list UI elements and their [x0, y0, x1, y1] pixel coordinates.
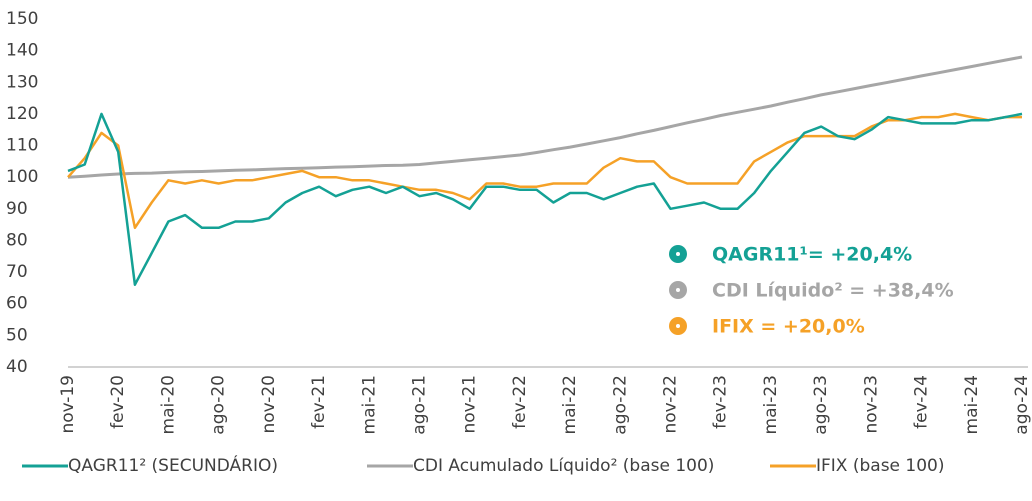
y-tick-label: 110 — [6, 136, 38, 156]
annotation: IFIX = +20,0% — [712, 316, 865, 338]
x-tick-label: nov-22 — [661, 375, 681, 434]
annotation: QAGR11¹= +20,4% — [712, 244, 912, 266]
x-tick-label: nov-19 — [58, 375, 78, 434]
y-tick-label: 130 — [6, 72, 38, 92]
x-tick-label: ago-20 — [209, 375, 229, 435]
x-tick-label: ago-23 — [811, 375, 831, 435]
x-tick-label: mai-22 — [560, 375, 580, 434]
series-line — [67, 112, 1023, 286]
y-tick-label: 60 — [6, 294, 28, 314]
x-tick-label: ago-21 — [409, 375, 429, 435]
x-tick-label: ago-22 — [610, 375, 630, 435]
y-tick-label: 50 — [6, 325, 28, 345]
series-line — [67, 55, 1023, 179]
legend-label: IFIX (base 100) — [816, 456, 945, 476]
y-tick-label: 80 — [6, 230, 28, 250]
annotation: CDI Líquido² = +38,4% — [712, 280, 954, 302]
x-tick-label: fev-23 — [711, 375, 731, 429]
x-tick-label: fev-22 — [510, 375, 530, 429]
y-tick-label: 90 — [6, 199, 28, 219]
y-tick-label: 100 — [6, 167, 38, 187]
x-tick-label: nov-21 — [460, 375, 480, 434]
x-tick-label: ago-24 — [1012, 375, 1032, 435]
x-tick-label: fev-24 — [912, 375, 932, 429]
y-tick-label: 150 — [6, 9, 38, 29]
annotation-dot-center — [676, 324, 680, 328]
annotation-dot-center — [676, 252, 680, 256]
x-tick-label: mai-21 — [359, 375, 379, 434]
y-tick-label: 120 — [6, 104, 38, 124]
x-tick-label: mai-20 — [158, 375, 178, 434]
series-line — [67, 112, 1022, 230]
x-tick-label: fev-20 — [108, 375, 128, 429]
legend-label: QAGR11² (SECUNDÁRIO) — [68, 454, 278, 476]
legend-label: CDI Acumulado Líquido² (base 100) — [413, 456, 714, 476]
y-tick-label: 70 — [6, 262, 28, 282]
annotation-dot-center — [676, 288, 680, 292]
x-tick-label: mai-24 — [962, 375, 982, 434]
x-tick-label: nov-20 — [259, 375, 279, 434]
y-tick-label: 40 — [6, 357, 28, 377]
x-tick-label: fev-21 — [309, 375, 329, 429]
x-tick-label: mai-23 — [761, 375, 781, 434]
x-tick-label: nov-23 — [861, 375, 881, 434]
y-tick-label: 140 — [6, 41, 38, 61]
